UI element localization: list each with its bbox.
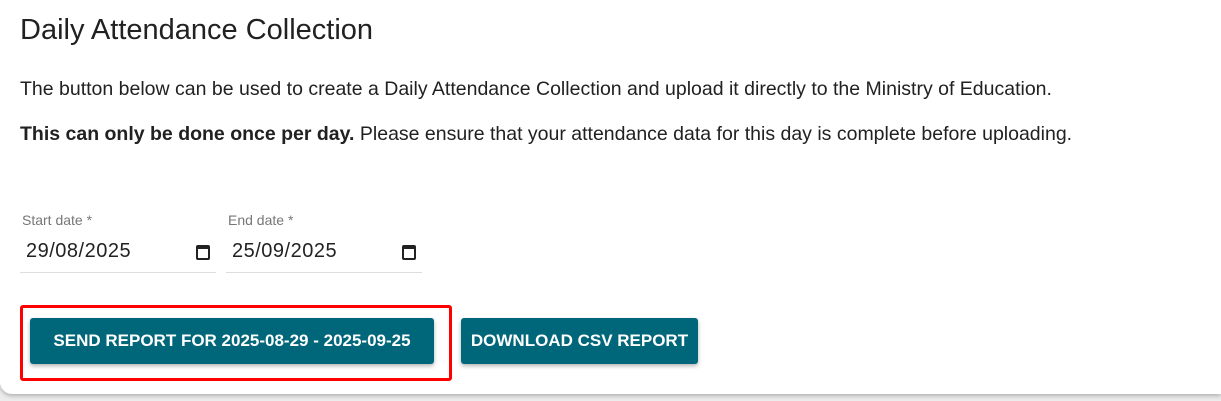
start-date-value[interactable]: 29/08/2025: [26, 240, 132, 262]
start-date-label: Start date *: [22, 212, 93, 228]
warning-rest: Please ensure that your attendance data …: [354, 123, 1073, 145]
page-title: Daily Attendance Collection: [20, 14, 374, 46]
calendar-icon[interactable]: [402, 245, 416, 260]
end-date-label: End date *: [228, 212, 294, 228]
end-date-value[interactable]: 25/09/2025: [232, 240, 338, 262]
send-report-button[interactable]: SEND REPORT FOR 2025-08-29 - 2025-09-25: [30, 318, 434, 364]
download-csv-button[interactable]: DOWNLOAD CSV REPORT: [461, 318, 698, 364]
intro-text: The button below can be used to create a…: [20, 78, 1052, 100]
warning-bold: This can only be done once per day.: [20, 123, 355, 145]
end-date-field[interactable]: End date * 25/09/2025: [226, 212, 422, 273]
calendar-icon[interactable]: [196, 245, 210, 260]
start-date-field[interactable]: Start date * 29/08/2025: [20, 212, 216, 273]
warning-text: This can only be done once per day. Plea…: [20, 123, 1072, 146]
